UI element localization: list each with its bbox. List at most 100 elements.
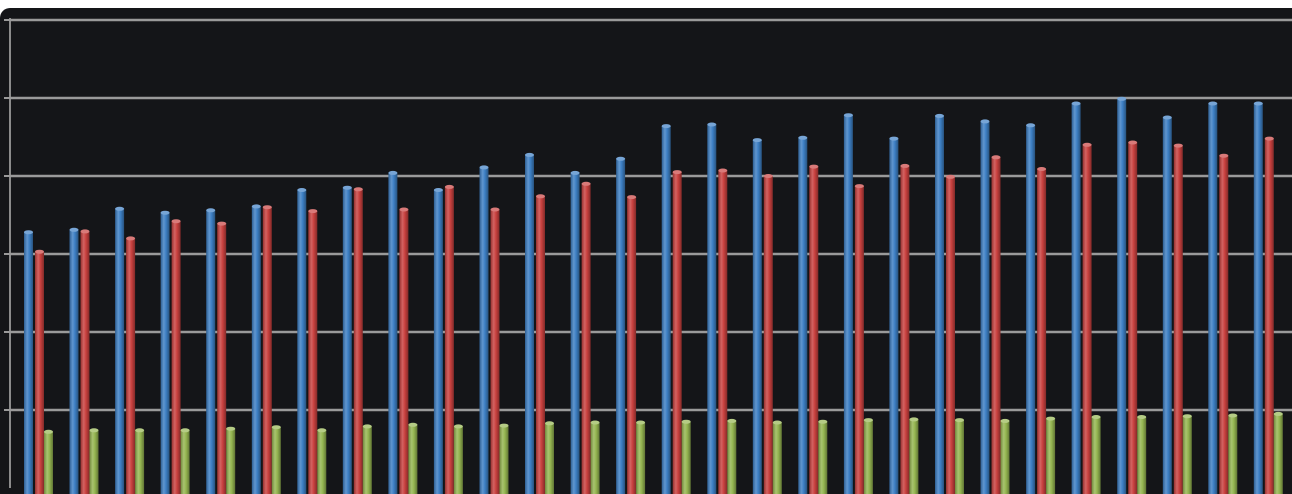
bar-series-1-19 [843, 115, 853, 494]
bar-series-2-28 [1264, 138, 1274, 494]
bar-series-1-7 [297, 190, 307, 494]
bar-cap-series-2-20 [900, 163, 910, 168]
bar-cap-series-3-14 [636, 420, 646, 425]
bar-series-2-14 [627, 197, 637, 494]
bar-cap-series-3-17 [772, 420, 782, 425]
bar-cap-series-1-8 [342, 185, 352, 190]
bar-cap-series-1-13 [570, 170, 580, 175]
bar-series-2-25 [1128, 142, 1138, 494]
bar-cap-series-1-27 [1208, 101, 1218, 106]
bar-cap-series-1-2 [69, 227, 79, 232]
bar-cap-series-1-18 [798, 135, 808, 140]
bar-cap-series-2-13 [581, 181, 591, 186]
bar-cap-series-1-9 [388, 170, 398, 175]
bar-cap-series-1-1 [24, 230, 33, 235]
bar-cap-series-3-20 [909, 417, 919, 422]
bar-cap-series-3-24 [1091, 415, 1101, 419]
bar-cap-series-1-23 [1026, 123, 1036, 128]
bar-cap-series-2-8 [353, 187, 363, 192]
bar-series-2-18 [809, 166, 819, 494]
bar-cap-series-1-4 [160, 210, 170, 215]
bar-series-2-26 [1173, 145, 1183, 494]
bar-series-3-24 [1091, 417, 1101, 494]
bar-series-1-26 [1162, 117, 1172, 494]
bar-series-1-3 [115, 208, 125, 494]
bar-series-3-25 [1137, 417, 1147, 494]
bar-series-1-24 [1071, 103, 1081, 494]
bar-cap-series-2-9 [399, 207, 409, 212]
bar-cap-series-3-4 [180, 428, 190, 433]
bar-cap-series-3-13 [590, 420, 600, 425]
bar-series-3-21 [955, 420, 964, 494]
bar-series-3-1 [44, 431, 53, 494]
bar-series-1-4 [160, 212, 170, 494]
bar-series-1-5 [206, 210, 216, 494]
bar-cap-series-2-14 [627, 195, 637, 200]
bar-cap-series-3-27 [1228, 413, 1238, 418]
bar-series-1-17 [752, 140, 762, 494]
bar-series-2-4 [171, 221, 181, 494]
bar-series-3-5 [226, 428, 236, 494]
bar-series-3-11 [499, 425, 509, 494]
bar-series-2-24 [1082, 144, 1092, 494]
bar-series-1-8 [342, 187, 352, 494]
bar-cap-series-1-21 [935, 113, 944, 118]
bar-cap-series-3-21 [955, 418, 964, 423]
bar-cap-series-1-26 [1162, 115, 1172, 120]
bar-series-2-8 [353, 189, 363, 494]
bar-series-2-10 [444, 186, 454, 494]
bar-cap-series-1-10 [433, 188, 443, 192]
bar-series-3-12 [545, 423, 554, 494]
bar-series-1-25 [1117, 98, 1127, 494]
bar-cap-series-1-25 [1117, 96, 1127, 101]
bar-cap-series-1-16 [707, 122, 717, 127]
bar-cap-series-3-28 [1273, 411, 1283, 416]
bar-cap-series-2-21 [946, 174, 955, 179]
bar-series-1-12 [525, 154, 534, 494]
bar-cap-series-1-20 [889, 136, 899, 141]
bar-series-3-18 [818, 421, 828, 494]
bar-cap-series-3-12 [545, 421, 554, 426]
bar-cap-series-3-2 [89, 428, 99, 433]
bar-cap-series-3-26 [1182, 414, 1192, 419]
bar-series-3-14 [636, 422, 646, 494]
bar-cap-series-2-23 [1037, 167, 1047, 171]
bar-series-2-1 [35, 251, 44, 494]
bar-cap-series-1-15 [661, 124, 671, 129]
bar-cap-series-2-12 [536, 194, 545, 199]
bar-cap-series-3-8 [362, 424, 372, 429]
bar-series-2-23 [1037, 169, 1047, 494]
chart-plot-area [0, 8, 1292, 494]
bar-series-1-9 [388, 172, 398, 494]
bar-cap-series-3-19 [863, 418, 873, 423]
bar-cap-series-1-28 [1253, 101, 1263, 106]
bar-cap-series-3-22 [1000, 418, 1010, 423]
bar-cap-series-2-3 [126, 236, 136, 241]
bar-cap-series-1-5 [206, 208, 216, 213]
bar-cap-series-3-15 [681, 419, 691, 424]
bar-series-1-23 [1026, 125, 1036, 494]
bar-cap-series-2-19 [854, 184, 864, 189]
bar-series-3-20 [909, 419, 919, 494]
bar-cap-series-2-16 [718, 168, 728, 173]
bar-series-2-20 [900, 165, 910, 494]
bar-series-1-27 [1208, 103, 1218, 494]
bar-cap-series-3-18 [818, 419, 828, 424]
bar-cap-series-3-5 [226, 426, 236, 431]
bar-cap-series-2-26 [1173, 143, 1183, 148]
bar-series-3-3 [135, 430, 145, 494]
bar-series-3-26 [1182, 416, 1192, 494]
bar-series-1-1 [24, 232, 33, 494]
bar-series-2-12 [536, 196, 545, 494]
bar-series-3-22 [1000, 420, 1010, 494]
bar-series-3-15 [681, 421, 691, 494]
bar-series-3-19 [863, 420, 873, 494]
bar-series-2-21 [946, 176, 955, 494]
bar-series-1-10 [433, 190, 443, 494]
bar-series-2-2 [80, 231, 90, 494]
bar-series-3-7 [317, 430, 327, 494]
bar-series-1-6 [251, 206, 261, 494]
bar-series-2-7 [308, 211, 318, 494]
bar-cap-series-2-24 [1082, 142, 1092, 147]
bar-cap-series-2-1 [35, 249, 44, 254]
